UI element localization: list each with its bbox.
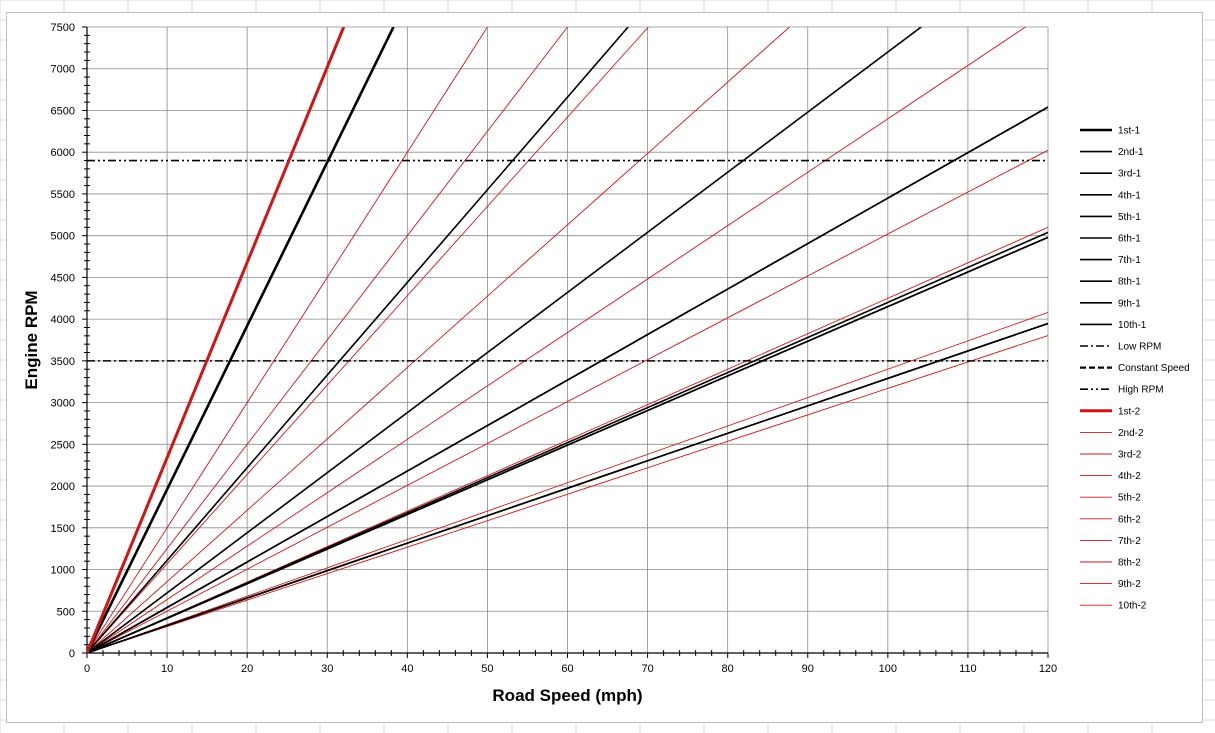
legend-label: 3rd-1 [1118, 169, 1142, 180]
legend-item: 9th-2 [1080, 579, 1141, 590]
legend-label: 2nd-1 [1118, 147, 1144, 158]
series-3rd-1 [87, 27, 922, 653]
chart-area[interactable]: 0 500 1000 1500 2000 2500 3000 3500 4000 4500 5000… [6, 12, 1203, 723]
y-tick-label: 1500 [51, 523, 75, 535]
legend-label: 10th-1 [1118, 320, 1147, 331]
legend-item: Low RPM [1080, 342, 1161, 353]
legend-item: 5th-2 [1080, 493, 1141, 504]
x-tick-label: 40 [401, 663, 413, 675]
x-tick-label: 110 [959, 663, 977, 675]
rpm-vs-speed-chart: 0500100015002000250030003500400045005000… [22, 22, 1190, 705]
y-tick-label: 5500 [51, 189, 75, 201]
legend-item: 3rd-1 [1080, 169, 1142, 180]
x-tick-label: 0 [84, 663, 90, 675]
legend-item: 8th-1 [1080, 277, 1141, 288]
axes: 0500100015002000250030003500400045005000… [51, 22, 1058, 675]
legend-label: 5th-1 [1118, 212, 1141, 223]
legend-item: 4th-1 [1080, 190, 1141, 201]
y-tick-label: 2000 [51, 481, 75, 493]
legend-label: 7th-1 [1118, 255, 1141, 266]
legend-item: 1st-2 [1080, 406, 1141, 417]
legend-label: 8th-1 [1118, 277, 1141, 288]
series-3rd-2 [87, 27, 568, 653]
series-6th-1 [87, 106, 1048, 653]
legend-label: 6th-2 [1118, 514, 1141, 525]
legend-item: 2nd-2 [1080, 428, 1144, 439]
legend-item: Constant Speed [1080, 363, 1190, 374]
legend-item: 1st-1 [1080, 126, 1141, 137]
legend-label: 5th-2 [1118, 493, 1141, 504]
legend-item: 10th-2 [1080, 601, 1147, 612]
y-tick-label: 4000 [51, 314, 75, 326]
series-10th-1 [87, 322, 1048, 653]
legend-label: 7th-2 [1118, 536, 1141, 547]
y-tick-label: 0 [69, 648, 75, 660]
x-tick-label: 80 [722, 663, 734, 675]
gridlines [86, 26, 1049, 654]
series-9th-1 [87, 236, 1048, 653]
x-tick-label: 90 [802, 663, 814, 675]
y-tick-label: 7000 [51, 64, 75, 76]
legend-item: 4th-2 [1080, 471, 1141, 482]
x-tick-label: 100 [879, 663, 897, 675]
legend-label: 8th-2 [1118, 558, 1141, 569]
y-tick-label: 3500 [51, 356, 75, 368]
legend-item: 5th-1 [1080, 212, 1141, 223]
legend-label: 9th-1 [1118, 298, 1141, 309]
legend-label: 10th-2 [1118, 601, 1147, 612]
y-tick-label: 4500 [51, 272, 75, 284]
x-tick-label: 50 [481, 663, 493, 675]
x-tick-label: 60 [561, 663, 573, 675]
legend-label: Low RPM [1118, 342, 1161, 353]
y-tick-label: 3000 [51, 398, 75, 410]
x-tick-label: 70 [641, 663, 653, 675]
legend-item: 6th-1 [1080, 234, 1141, 245]
legend-item: 2nd-1 [1080, 147, 1144, 158]
x-tick-label: 30 [321, 663, 333, 675]
legend-label: 4th-1 [1118, 190, 1141, 201]
legend-label: 2nd-2 [1118, 428, 1144, 439]
legend-item: 9th-1 [1080, 298, 1141, 309]
y-tick-label: 1000 [51, 565, 75, 577]
legend-label: High RPM [1118, 385, 1164, 396]
legend-label: 6th-1 [1118, 234, 1141, 245]
legend-label: 3rd-2 [1118, 450, 1142, 461]
legend-item: 10th-1 [1080, 320, 1147, 331]
series-2nd-1 [87, 27, 629, 653]
legend: 1st-1 2nd-1 3rd-1 4th-1 5th-1 6th-1 7th-1 8th-1… [1080, 126, 1190, 612]
series-7th-2 [87, 149, 1048, 653]
y-tick-label: 500 [57, 606, 75, 618]
x-tick-label: 10 [161, 663, 173, 675]
legend-item: 8th-2 [1080, 558, 1141, 569]
y-tick-label: 5000 [51, 231, 75, 243]
y-tick-label: 6000 [51, 147, 75, 159]
x-tick-label: 120 [1039, 663, 1057, 675]
x-tick-label: 20 [241, 663, 253, 675]
plot-series [87, 27, 1048, 653]
legend-label: 4th-2 [1118, 471, 1141, 482]
legend-label: 9th-2 [1118, 579, 1141, 590]
series-10th-2 [87, 335, 1048, 653]
y-tick-label: 2500 [51, 439, 75, 451]
series-5th-2 [87, 27, 790, 653]
y-tick-label: 6500 [51, 105, 75, 117]
series-6th-2 [87, 27, 1026, 653]
legend-item: 7th-2 [1080, 536, 1141, 547]
series-9th-2 [87, 312, 1048, 653]
series-4th-2 [87, 27, 649, 653]
series-1st-2 [87, 27, 346, 653]
legend-label: 1st-2 [1118, 406, 1141, 417]
series-2nd-2 [87, 27, 488, 653]
legend-label: Constant Speed [1118, 363, 1190, 374]
legend-item: High RPM [1080, 385, 1164, 396]
legend-item: 7th-1 [1080, 255, 1141, 266]
legend-item: 6th-2 [1080, 514, 1141, 525]
series-1st-1 [87, 27, 395, 653]
legend-label: 1st-1 [1118, 126, 1141, 137]
y-axis-title: Engine RPM [22, 290, 41, 389]
legend-item: 3rd-2 [1080, 450, 1142, 461]
y-tick-label: 7500 [51, 22, 75, 34]
x-axis-title: Road Speed (mph) [492, 686, 642, 705]
